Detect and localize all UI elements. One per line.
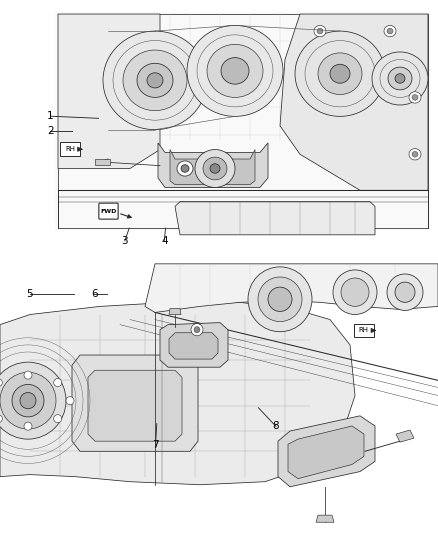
Ellipse shape xyxy=(387,28,393,34)
Ellipse shape xyxy=(103,31,207,130)
Ellipse shape xyxy=(195,150,235,188)
Polygon shape xyxy=(55,12,430,230)
Text: 1: 1 xyxy=(47,111,54,121)
Text: FWD: FWD xyxy=(100,208,117,214)
Ellipse shape xyxy=(24,371,32,379)
Ellipse shape xyxy=(412,151,418,157)
Ellipse shape xyxy=(66,397,74,405)
Ellipse shape xyxy=(333,270,377,314)
Text: RH: RH xyxy=(359,327,369,334)
Ellipse shape xyxy=(54,378,62,386)
Polygon shape xyxy=(170,150,255,184)
Text: 7: 7 xyxy=(152,440,159,450)
Ellipse shape xyxy=(314,26,326,37)
Ellipse shape xyxy=(248,267,312,332)
Ellipse shape xyxy=(0,372,56,429)
Polygon shape xyxy=(288,426,364,479)
Polygon shape xyxy=(95,159,110,165)
Ellipse shape xyxy=(268,287,292,311)
Ellipse shape xyxy=(123,50,187,111)
Ellipse shape xyxy=(12,384,44,417)
Ellipse shape xyxy=(187,26,283,116)
Ellipse shape xyxy=(191,324,203,336)
Polygon shape xyxy=(58,14,160,168)
Ellipse shape xyxy=(203,157,227,180)
Ellipse shape xyxy=(221,58,249,84)
Ellipse shape xyxy=(194,327,200,333)
Ellipse shape xyxy=(207,44,263,98)
Ellipse shape xyxy=(388,67,412,90)
Text: 2: 2 xyxy=(47,126,54,135)
Ellipse shape xyxy=(409,92,421,103)
Text: 6: 6 xyxy=(91,289,98,299)
Polygon shape xyxy=(160,322,228,367)
Ellipse shape xyxy=(317,28,323,34)
Text: RH: RH xyxy=(65,146,75,152)
Ellipse shape xyxy=(372,52,428,105)
Polygon shape xyxy=(280,14,428,190)
Polygon shape xyxy=(169,333,218,359)
Ellipse shape xyxy=(341,278,369,306)
Text: 4: 4 xyxy=(161,236,168,246)
Ellipse shape xyxy=(318,53,362,94)
Polygon shape xyxy=(0,302,355,484)
FancyBboxPatch shape xyxy=(60,142,80,156)
Text: 5: 5 xyxy=(26,289,33,299)
Ellipse shape xyxy=(0,362,66,439)
Polygon shape xyxy=(88,370,182,441)
Ellipse shape xyxy=(20,392,36,409)
Ellipse shape xyxy=(395,74,405,83)
FancyBboxPatch shape xyxy=(99,203,118,219)
Ellipse shape xyxy=(330,64,350,83)
Ellipse shape xyxy=(258,277,302,321)
Ellipse shape xyxy=(384,26,396,37)
Polygon shape xyxy=(145,264,438,312)
Polygon shape xyxy=(72,355,198,451)
Ellipse shape xyxy=(295,31,385,116)
Polygon shape xyxy=(278,416,375,487)
Polygon shape xyxy=(169,309,181,314)
Ellipse shape xyxy=(147,73,163,88)
FancyBboxPatch shape xyxy=(354,324,374,337)
Ellipse shape xyxy=(137,63,173,98)
Text: 3: 3 xyxy=(121,236,128,246)
Ellipse shape xyxy=(54,415,62,423)
Ellipse shape xyxy=(181,165,189,172)
Text: 8: 8 xyxy=(272,422,279,431)
Ellipse shape xyxy=(387,274,423,310)
Ellipse shape xyxy=(177,161,193,176)
Polygon shape xyxy=(316,515,334,522)
Ellipse shape xyxy=(0,378,2,386)
Ellipse shape xyxy=(0,415,2,423)
Polygon shape xyxy=(158,143,268,188)
Ellipse shape xyxy=(409,149,421,160)
Polygon shape xyxy=(175,201,375,235)
Ellipse shape xyxy=(412,94,418,100)
Polygon shape xyxy=(396,430,414,442)
Ellipse shape xyxy=(395,282,415,302)
Ellipse shape xyxy=(210,164,220,173)
Ellipse shape xyxy=(24,422,32,430)
